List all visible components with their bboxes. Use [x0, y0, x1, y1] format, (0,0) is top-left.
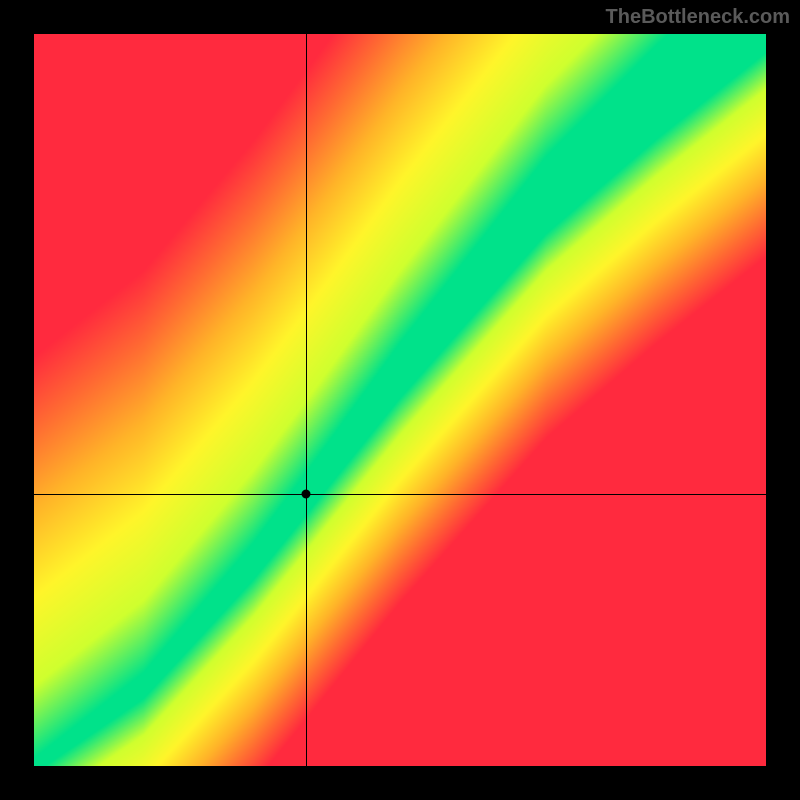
chart-container: TheBottleneck.com: [0, 0, 800, 800]
crosshair-marker-dot: [302, 489, 311, 498]
crosshair-horizontal: [34, 494, 766, 495]
heatmap-plot: [34, 34, 766, 766]
heatmap-canvas: [34, 34, 766, 766]
crosshair-vertical: [306, 34, 307, 766]
watermark-label: TheBottleneck.com: [606, 6, 790, 29]
